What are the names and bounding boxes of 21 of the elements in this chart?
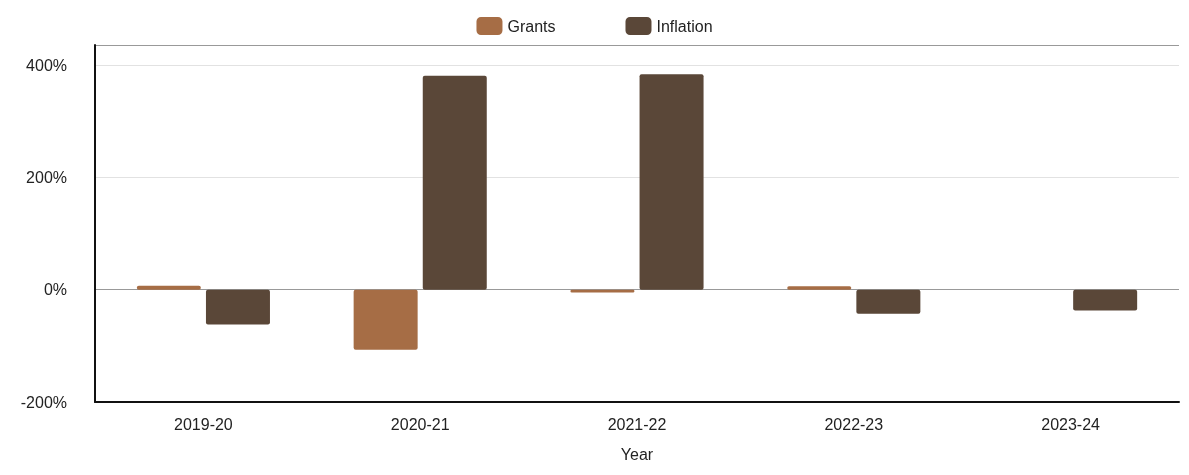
x-tick-label: 2021-22 xyxy=(607,415,667,433)
bar xyxy=(353,289,418,350)
x-tick-label: 2019-20 xyxy=(174,415,233,433)
legend-label: Inflation xyxy=(656,17,713,35)
bar xyxy=(422,75,487,290)
legend-label: Grants xyxy=(507,17,556,35)
bar xyxy=(639,74,704,290)
x-tick-label: 2022-23 xyxy=(824,415,884,433)
bar xyxy=(136,285,201,290)
x-axis-title: Year xyxy=(620,445,654,463)
y-tick-label: 0% xyxy=(43,281,67,299)
y-tick-label: 400% xyxy=(26,56,67,74)
bar xyxy=(1073,289,1138,311)
bar xyxy=(205,289,270,325)
bar xyxy=(787,286,852,290)
y-tick-label: -200% xyxy=(20,393,67,411)
bar xyxy=(570,289,635,293)
x-tick-label: 2023-24 xyxy=(1041,415,1101,433)
x-tick-label: 2020-21 xyxy=(390,415,450,433)
y-tick-label: 200% xyxy=(26,168,67,186)
bar xyxy=(856,289,921,314)
